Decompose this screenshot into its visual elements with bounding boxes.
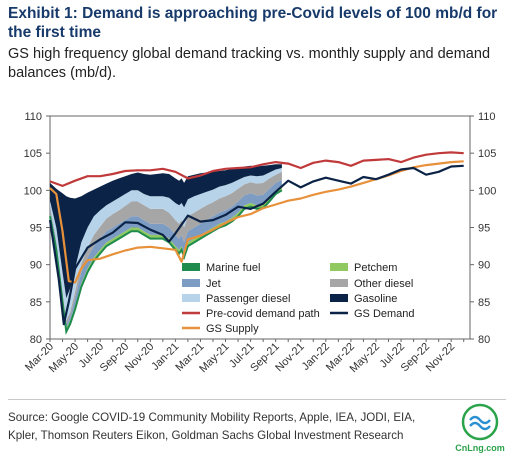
page-title: Exhibit 1: Demand is approaching pre-Cov… [8, 5, 498, 41]
cnlng-logo: CnLng.com [455, 403, 505, 453]
chart-subtitle: GS high frequency global demand tracking… [8, 46, 491, 81]
y-tick-label-right: 110 [478, 111, 496, 123]
chart-legend: Marine fuel Petchem Jet Other diesel Passeng… [182, 262, 415, 335]
area-other_diesel [50, 171, 282, 325]
logo-wave-upper [469, 415, 491, 425]
line-gs-demand [48, 164, 464, 326]
area-jet [50, 179, 282, 328]
legend-swatch-petchem [330, 263, 348, 271]
y-axis-left: 80 85 90 95 100 105 110 [24, 111, 50, 346]
y-tick-label-right: 100 [478, 185, 496, 197]
logo-wave [469, 421, 491, 431]
y-tick-label-left: 110 [24, 111, 42, 123]
legend-label-passenger: Passenger diesel [206, 293, 290, 305]
legend-label-gs_supply: GS Supply [206, 323, 259, 335]
y-tick-label-right: 105 [478, 148, 496, 160]
y-tick-label-right: 90 [478, 260, 490, 272]
legend-label-petchem: Petchem [354, 262, 397, 274]
area-passenger [50, 168, 282, 321]
legend-label-other_diesel: Other diesel [354, 278, 413, 290]
y-tick-label-right: 95 [478, 223, 490, 235]
y-tick-label-left: 85 [30, 297, 42, 309]
y-tick-label-left: 105 [24, 148, 42, 160]
legend-label-marine: Marine fuel [206, 262, 260, 274]
y-tick-label-left: 90 [30, 260, 42, 272]
legend-swatch-gasoline [330, 294, 348, 302]
legend-swatch-jet [182, 279, 200, 287]
y-tick-label-left: 95 [30, 223, 42, 235]
demand-chart: 80 85 90 95 100 105 110 80 85 90 95 100 105 110 Mar-… [23, 111, 496, 375]
logo-text: CnLng.com [455, 443, 505, 453]
legend-swatch-passenger [182, 294, 200, 302]
x-axis: Mar-20May-20Jul-20Sep-20Nov-20Jan-21Mar-… [23, 339, 465, 375]
logo-ring [461, 403, 499, 441]
legend-swatch-marine [182, 263, 200, 271]
legend-label-precovid: Pre-covid demand path [206, 308, 320, 320]
legend-swatch-other_diesel [330, 279, 348, 287]
area-gasoline [50, 164, 282, 299]
line-precovid [49, 151, 464, 187]
line-series [48, 151, 464, 326]
legend-label-jet: Jet [206, 278, 221, 290]
y-tick-label-right: 80 [478, 334, 490, 346]
y-tick-label-left: 100 [24, 185, 42, 197]
legend-label-gasoline: Gasoline [354, 293, 397, 305]
y-axis-right: 80 85 90 95 100 105 110 [470, 111, 496, 346]
source-note: Source: Google COVID-19 Community Mobili… [8, 411, 416, 442]
legend-label-gs_demand: GS Demand [354, 308, 415, 320]
y-tick-label-right: 85 [478, 297, 490, 309]
y-tick-label-left: 80 [30, 334, 42, 346]
source-divider [8, 399, 506, 400]
